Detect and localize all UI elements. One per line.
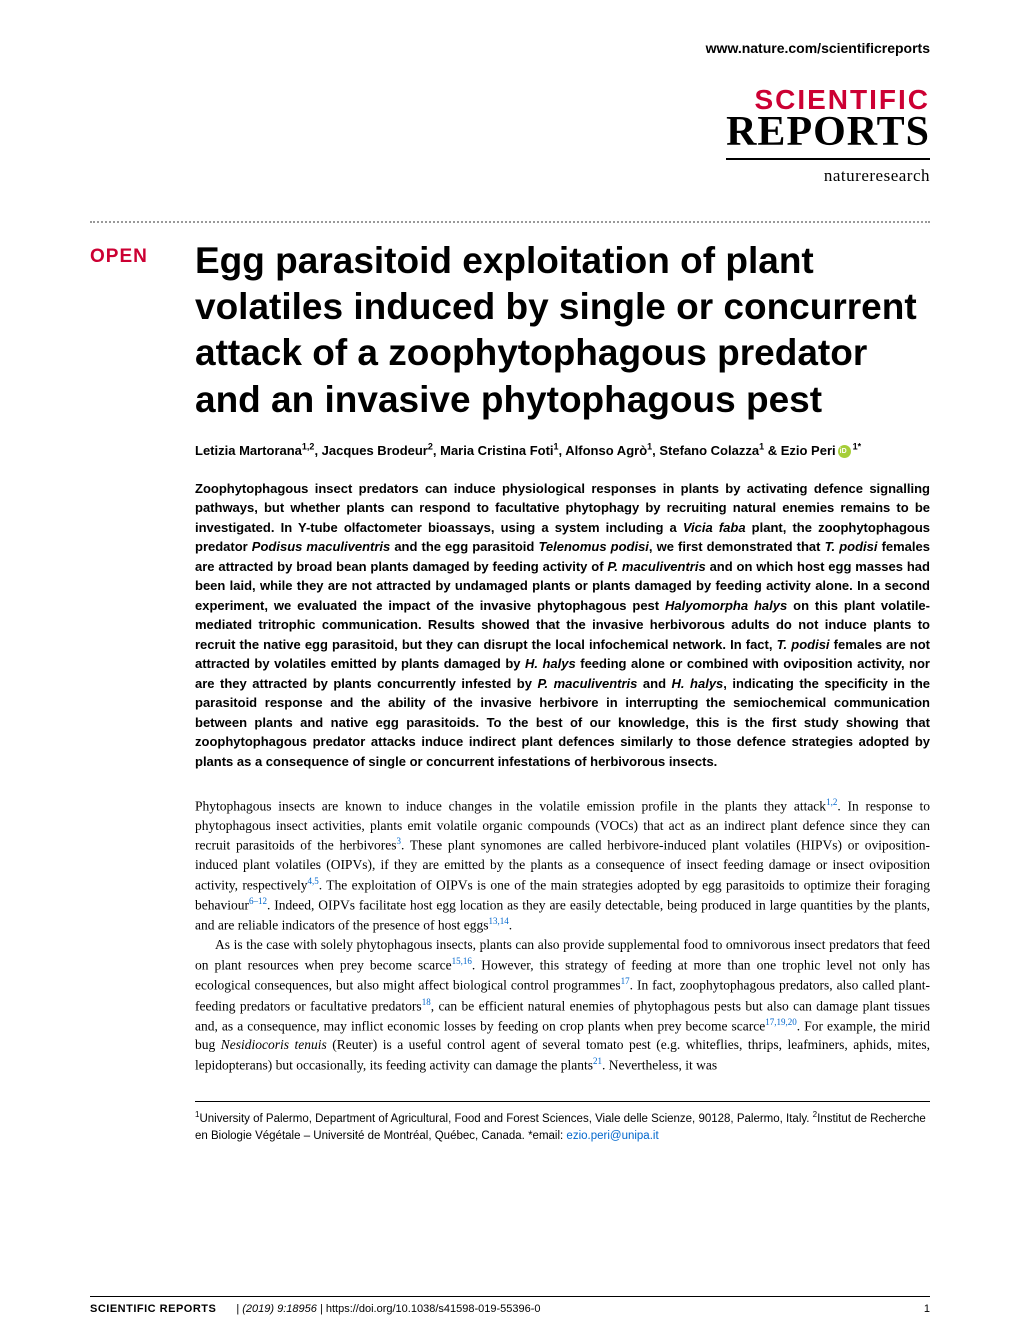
journal-logo: SCIENTIFIC REPORTS natureresearch bbox=[90, 86, 930, 186]
open-access-badge: OPEN bbox=[90, 246, 180, 268]
affiliations-text: 1University of Palermo, Department of Ag… bbox=[195, 1113, 926, 1141]
affiliations: 1University of Palermo, Department of Ag… bbox=[195, 1101, 930, 1144]
logo-line-nature: natureresearch bbox=[90, 166, 930, 186]
footer-separator: | bbox=[236, 1303, 239, 1315]
header-url: www.nature.com/scientificreports bbox=[90, 40, 930, 56]
left-margin: OPEN bbox=[90, 238, 180, 1144]
page-footer: SCIENTIFIC REPORTS | (2019) 9:18956 | ht… bbox=[90, 1296, 930, 1315]
footer-page-number: 1 bbox=[924, 1303, 930, 1315]
footer-citation: (2019) 9:18956 bbox=[242, 1303, 320, 1315]
page-container: www.nature.com/scientificreports SCIENTI… bbox=[0, 0, 1020, 1340]
footer-journal: SCIENTIFIC REPORTS bbox=[90, 1303, 216, 1315]
abstract: Zoophytophagous insect predators can ind… bbox=[195, 479, 930, 772]
article-title: Egg parasitoid exploitation of plant vol… bbox=[195, 238, 930, 423]
corresponding-email[interactable]: ezio.peri@unipa.it bbox=[566, 1130, 658, 1142]
footer-doi: | https://doi.org/10.1038/s41598-019-553… bbox=[320, 1303, 541, 1315]
body-text: Phytophagous insects are known to induce… bbox=[195, 796, 930, 1075]
author-list: Letizia Martorana1,2, Jacques Brodeur2, … bbox=[195, 441, 930, 461]
footer-citation-block: | (2019) 9:18956 | https://doi.org/10.10… bbox=[236, 1303, 540, 1315]
body-paragraph-2: As is the case with solely phytophagous … bbox=[195, 936, 930, 1076]
authors-names: Letizia Martorana1,2, Jacques Brodeur2, … bbox=[195, 443, 836, 458]
footer-left: SCIENTIFIC REPORTS | (2019) 9:18956 | ht… bbox=[90, 1303, 541, 1315]
article-content-row: OPEN Egg parasitoid exploitation of plan… bbox=[90, 238, 930, 1144]
logo-line-reports: REPORTS bbox=[726, 114, 930, 160]
main-content: Egg parasitoid exploitation of plant vol… bbox=[195, 238, 930, 1144]
orcid-icon[interactable] bbox=[838, 445, 851, 458]
divider-dotted bbox=[90, 221, 930, 223]
body-paragraph-1: Phytophagous insects are known to induce… bbox=[195, 796, 930, 936]
authors-suffix: 1* bbox=[853, 443, 862, 458]
